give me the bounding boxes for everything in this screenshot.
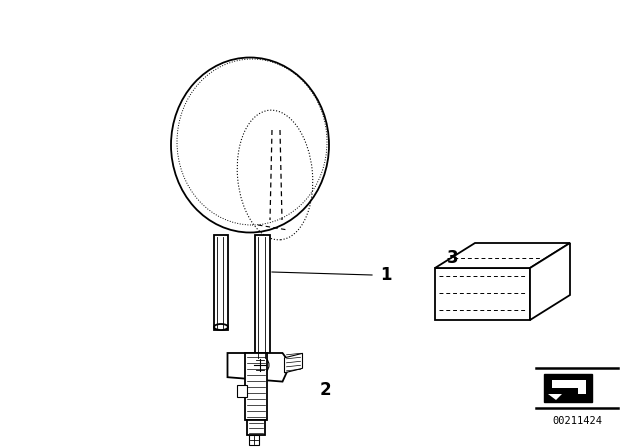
Text: 2: 2	[320, 381, 332, 399]
Polygon shape	[548, 394, 562, 400]
Bar	[214, 235, 228, 330]
Polygon shape	[435, 243, 570, 268]
Bar	[544, 374, 592, 402]
Bar	[255, 235, 270, 360]
Polygon shape	[285, 353, 303, 373]
Polygon shape	[552, 380, 586, 394]
Ellipse shape	[214, 324, 228, 330]
Polygon shape	[435, 268, 530, 320]
Polygon shape	[530, 243, 570, 320]
Bar	[245, 353, 267, 420]
Bar	[249, 435, 259, 445]
Bar	[247, 420, 265, 435]
Text: 3: 3	[447, 249, 459, 267]
Polygon shape	[227, 353, 291, 382]
Ellipse shape	[255, 354, 270, 360]
Text: 1: 1	[380, 266, 392, 284]
Bar	[237, 384, 247, 396]
Text: 00211424: 00211424	[552, 416, 602, 426]
